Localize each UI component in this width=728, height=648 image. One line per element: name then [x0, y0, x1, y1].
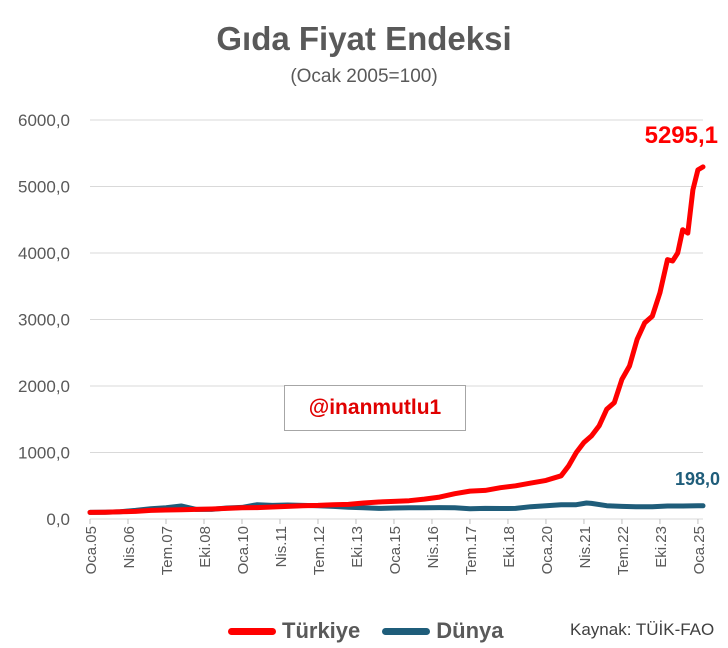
x-tick-label: Oca.05	[83, 526, 100, 574]
x-tick-label: Eki.08	[197, 526, 214, 568]
x-tick-label: Eki.18	[501, 526, 518, 568]
y-tick-label: 4000,0	[18, 244, 70, 263]
x-tick-label: Nis.06	[121, 526, 138, 569]
x-axis-ticks: Oca.05 Nis.06 Tem.07 Eki.08 Oca.10 Nis.11 Tem.…	[83, 519, 708, 575]
y-tick-label: 2000,0	[18, 377, 70, 396]
x-tick-label: Eki.23	[653, 526, 670, 568]
legend-label-dunya: Dünya	[436, 618, 504, 643]
watermark-box: @inanmutlu1	[284, 385, 466, 431]
y-tick-label: 1000,0	[18, 444, 70, 463]
end-labels: 5295,1 198,0	[645, 122, 720, 489]
y-tick-label: 3000,0	[18, 311, 70, 330]
x-tick-label: Oca.10	[235, 526, 252, 574]
x-tick-label: Nis.11	[273, 526, 290, 567]
end-label-dunya: 198,0	[675, 469, 720, 489]
x-tick-label: Oca.15	[387, 526, 404, 574]
y-tick-label: 0,0	[46, 510, 70, 529]
x-tick-label: Oca.20	[539, 526, 556, 574]
series-lines	[87, 164, 706, 515]
x-tick-label: Nis.21	[577, 526, 594, 569]
end-label-turkiye: 5295,1	[645, 122, 718, 149]
x-tick-label: Tem.07	[159, 526, 176, 575]
chart-subtitle: (Ocak 2005=100)	[290, 66, 438, 87]
legend-item-dunya: Dünya	[382, 618, 504, 644]
watermark-text: @inanmutlu1	[308, 396, 442, 419]
legend-swatch-dunya	[382, 627, 431, 635]
gridlines	[90, 119, 703, 520]
x-tick-label: Nis.16	[425, 526, 442, 569]
y-tick-label: 6000,0	[18, 111, 70, 130]
series-line-turkiye	[87, 164, 706, 515]
source-note: Kaynak: TÜİK-FAO	[570, 620, 715, 639]
x-tick-label: Tem.17	[463, 526, 480, 575]
legend-label-turkiye: Türkiye	[282, 618, 361, 643]
x-tick-label: Tem.12	[311, 526, 328, 575]
x-tick-label: Oca.25	[691, 526, 708, 574]
y-tick-label: 5000,0	[18, 178, 70, 197]
legend-swatch-turkiye	[228, 627, 276, 635]
chart-title: Gıda Fiyat Endeksi	[216, 20, 512, 57]
y-axis-ticks: 0,0 1000,0 2000,0 3000,0 4000,0 5000,0 6000,0	[18, 111, 70, 529]
legend-item-turkiye: Türkiye	[228, 618, 360, 644]
x-tick-label: Eki.13	[349, 526, 366, 568]
legend: Türkiye Dünya	[228, 616, 526, 646]
x-tick-label: Tem.22	[615, 526, 632, 575]
